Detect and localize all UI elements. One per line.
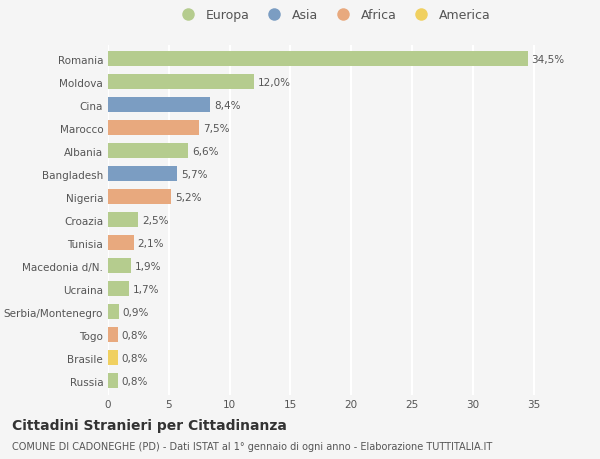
Text: 8,4%: 8,4% <box>214 101 241 111</box>
Bar <box>108 351 118 365</box>
Text: 0,8%: 0,8% <box>121 376 148 386</box>
Text: 5,7%: 5,7% <box>181 169 208 179</box>
Bar <box>108 259 131 274</box>
Bar <box>108 374 118 388</box>
Text: 1,9%: 1,9% <box>135 261 161 271</box>
Text: 6,6%: 6,6% <box>192 146 218 157</box>
Text: COMUNE DI CADONEGHE (PD) - Dati ISTAT al 1° gennaio di ogni anno - Elaborazione : COMUNE DI CADONEGHE (PD) - Dati ISTAT al… <box>12 441 492 451</box>
Text: 34,5%: 34,5% <box>531 55 565 65</box>
Bar <box>108 305 119 319</box>
Legend: Europa, Asia, Africa, America: Europa, Asia, Africa, America <box>173 7 493 25</box>
Bar <box>108 167 178 182</box>
Text: 12,0%: 12,0% <box>257 78 290 88</box>
Text: 7,5%: 7,5% <box>203 123 229 134</box>
Text: 0,8%: 0,8% <box>121 353 148 363</box>
Bar <box>108 282 128 297</box>
Text: 2,1%: 2,1% <box>137 238 164 248</box>
Bar <box>108 213 139 228</box>
Text: 1,7%: 1,7% <box>133 284 159 294</box>
Bar <box>108 52 527 67</box>
Bar <box>108 190 171 205</box>
Text: 5,2%: 5,2% <box>175 192 202 202</box>
Bar <box>108 98 210 113</box>
Bar <box>108 75 254 90</box>
Bar <box>108 328 118 342</box>
Text: Cittadini Stranieri per Cittadinanza: Cittadini Stranieri per Cittadinanza <box>12 418 287 431</box>
Text: 0,8%: 0,8% <box>121 330 148 340</box>
Text: 2,5%: 2,5% <box>142 215 169 225</box>
Text: 0,9%: 0,9% <box>122 307 149 317</box>
Bar <box>108 121 199 136</box>
Bar <box>108 236 134 251</box>
Bar <box>108 144 188 159</box>
